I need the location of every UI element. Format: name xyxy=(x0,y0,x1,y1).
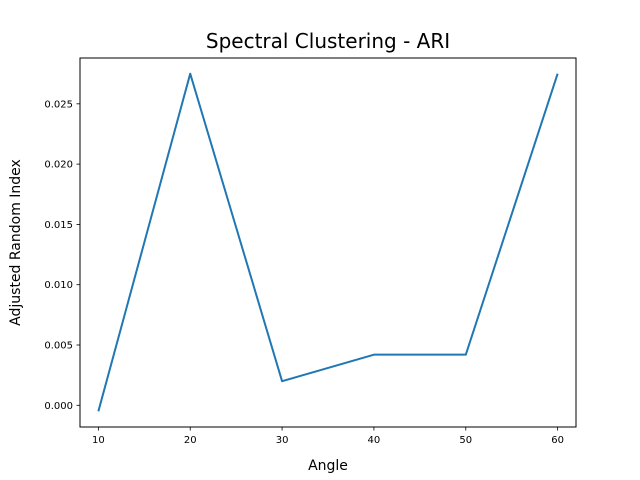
y-axis-ticks: 0.000 0.005 0.010 0.015 0.020 0.025 xyxy=(44,99,80,412)
x-tick-label: 30 xyxy=(276,435,289,446)
data-point xyxy=(189,73,191,75)
x-tick-label: 10 xyxy=(92,435,105,446)
y-axis-title: Adjusted Random Index xyxy=(8,159,24,326)
x-axis-title: Angle xyxy=(308,458,348,474)
x-axis-ticks: 10 20 30 40 50 60 xyxy=(92,427,564,446)
data-point xyxy=(373,354,375,356)
chart-title: Spectral Clustering - ARI xyxy=(206,29,450,53)
data-point xyxy=(465,354,467,356)
data-point xyxy=(557,73,559,75)
data-point xyxy=(281,380,283,382)
y-tick-label: 0.000 xyxy=(44,401,73,412)
x-tick-label: 60 xyxy=(551,435,564,446)
y-tick-label: 0.020 xyxy=(44,160,73,171)
y-tick-label: 0.010 xyxy=(44,280,73,291)
plot-frame xyxy=(79,57,577,428)
x-tick-label: 50 xyxy=(459,435,472,446)
x-tick-label: 20 xyxy=(184,435,197,446)
data-point xyxy=(97,410,99,412)
y-tick-label: 0.015 xyxy=(44,220,73,231)
x-tick-label: 40 xyxy=(368,435,381,446)
series-line xyxy=(97,72,559,412)
y-tick-label: 0.005 xyxy=(44,341,73,352)
y-tick-label: 0.025 xyxy=(44,99,73,110)
